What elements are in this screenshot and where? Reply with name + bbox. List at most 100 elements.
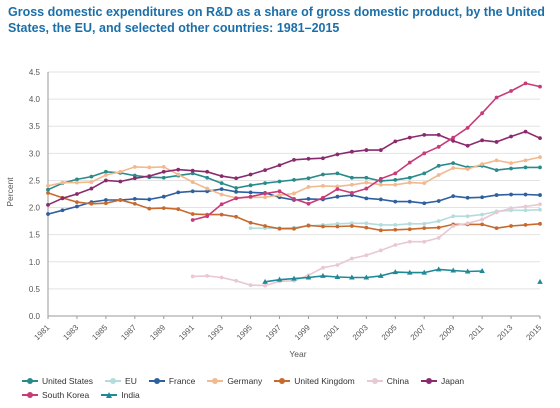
data-point xyxy=(422,239,427,244)
data-point xyxy=(205,189,210,194)
data-point xyxy=(436,163,441,168)
data-point xyxy=(75,204,79,209)
data-point xyxy=(523,208,528,213)
legend-label: Germany xyxy=(227,376,263,386)
data-point xyxy=(407,175,412,180)
data-point xyxy=(335,152,340,157)
data-point xyxy=(538,202,542,207)
legend-swatch xyxy=(148,377,165,385)
data-point xyxy=(277,189,282,194)
data-point xyxy=(306,223,311,228)
data-point xyxy=(321,265,325,270)
grid xyxy=(48,71,540,317)
data-point xyxy=(393,227,398,232)
y-tick-label: 0.5 xyxy=(29,285,41,294)
data-point xyxy=(89,201,94,206)
data-point xyxy=(161,164,166,169)
data-point xyxy=(132,173,137,178)
data-point xyxy=(46,187,50,192)
y-tick-label: 1.0 xyxy=(29,258,41,267)
data-point xyxy=(349,175,354,180)
data-point xyxy=(306,185,311,189)
legend-label: Japan xyxy=(440,376,465,386)
data-point xyxy=(147,165,152,170)
data-point xyxy=(205,214,210,219)
data-point xyxy=(132,164,137,169)
data-point xyxy=(364,186,369,191)
data-point xyxy=(118,198,123,202)
data-point xyxy=(132,196,137,201)
data-point xyxy=(421,269,428,275)
data-point xyxy=(103,198,108,202)
data-point xyxy=(161,194,166,199)
data-point xyxy=(422,221,427,226)
data-point xyxy=(422,181,427,186)
legend-label: United Kingdom xyxy=(294,376,355,386)
x-tick-label: 1999 xyxy=(293,323,312,342)
data-point xyxy=(161,169,166,174)
data-point xyxy=(523,192,528,197)
data-point xyxy=(393,223,398,227)
data-point xyxy=(364,225,369,230)
data-point xyxy=(205,175,210,180)
data-point xyxy=(422,151,427,156)
data-point xyxy=(190,189,195,194)
legend-label: France xyxy=(168,376,196,386)
data-point xyxy=(393,182,398,187)
legend-item: India xyxy=(101,390,140,400)
legend-item: United Kingdom xyxy=(274,376,355,386)
series-line xyxy=(264,268,483,283)
data-point xyxy=(103,169,108,174)
x-axis-label: Year xyxy=(289,349,306,359)
legend-label: EU xyxy=(125,376,137,386)
series-china xyxy=(190,202,542,288)
data-point xyxy=(480,138,485,143)
data-point xyxy=(248,172,253,177)
data-point xyxy=(190,212,195,216)
data-point xyxy=(509,206,513,210)
data-point xyxy=(132,201,137,206)
data-point xyxy=(147,197,152,202)
data-point xyxy=(509,134,513,139)
data-point xyxy=(263,181,267,186)
legend: United States EU France Germany United Kingd… xyxy=(22,374,552,402)
data-point xyxy=(349,182,354,187)
data-point xyxy=(406,269,413,275)
x-tick-label: 2009 xyxy=(438,323,457,342)
data-point xyxy=(407,160,412,165)
data-point xyxy=(248,283,253,287)
data-point xyxy=(292,157,296,162)
x-tick-label: 1989 xyxy=(148,323,167,342)
data-point xyxy=(176,172,181,177)
x-tick-label: 1983 xyxy=(61,323,80,342)
data-point xyxy=(46,212,50,216)
x-tick-label: 1987 xyxy=(119,323,138,342)
data-point xyxy=(219,192,224,197)
data-point xyxy=(349,224,354,228)
data-point xyxy=(335,194,340,199)
data-point xyxy=(89,174,94,179)
data-point xyxy=(480,162,485,167)
data-point xyxy=(523,129,528,134)
data-point xyxy=(103,201,108,206)
data-point xyxy=(190,168,195,173)
data-point xyxy=(523,81,528,86)
data-point xyxy=(248,190,253,195)
data-point xyxy=(292,178,296,182)
data-point xyxy=(464,268,471,274)
data-point xyxy=(89,186,94,191)
data-point xyxy=(378,176,383,181)
data-point xyxy=(321,156,325,161)
series-japan xyxy=(46,129,542,207)
data-point xyxy=(364,175,369,180)
legend-item: Germany xyxy=(207,376,262,386)
data-point xyxy=(234,186,239,190)
data-point xyxy=(349,149,354,154)
data-point xyxy=(320,272,326,278)
data-point xyxy=(393,171,398,176)
data-point xyxy=(75,200,79,205)
data-point xyxy=(161,175,166,180)
legend-item: France xyxy=(148,376,196,386)
x-tick-label: 2007 xyxy=(409,323,428,342)
